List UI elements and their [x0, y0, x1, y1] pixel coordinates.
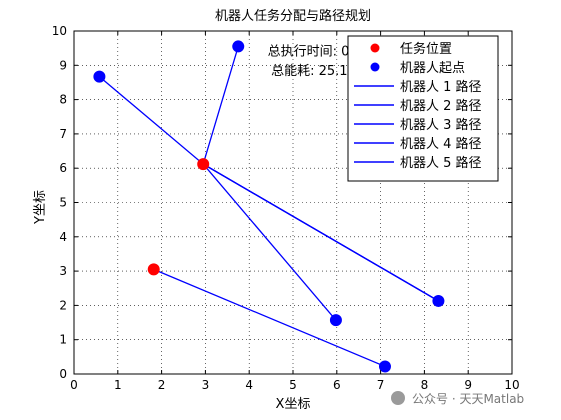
x-tick-label: 3: [202, 378, 210, 392]
task-point: [147, 263, 160, 276]
x-tick-label: 10: [504, 378, 519, 392]
y-tick-label: 6: [59, 161, 67, 175]
y-tick-label: 4: [59, 230, 67, 244]
x-tick-label: 0: [70, 378, 78, 392]
series-line-robot-4: [202, 163, 337, 321]
robot-start-point: [432, 294, 445, 307]
y-tick-label: 9: [59, 58, 67, 72]
chart-title: 机器人任务分配与路径规划: [215, 8, 371, 24]
legend-box: [347, 35, 499, 182]
y-tick-label: 0: [59, 367, 67, 381]
y-axis-label: Y坐标: [33, 190, 48, 225]
legend-marker: [370, 62, 380, 72]
y-tick-label: 10: [52, 24, 67, 38]
y-tick-label: 3: [59, 264, 67, 278]
y-tick-label: 7: [59, 127, 67, 141]
watermark-text: 公众号 · 天天Matlab: [412, 392, 524, 406]
x-tick-label: 5: [289, 378, 297, 392]
x-tick-label: 1: [114, 378, 122, 392]
x-tick-label: 7: [377, 378, 385, 392]
x-tick-label: 4: [245, 378, 253, 392]
legend-label: 机器人 2 路径: [400, 98, 482, 114]
legend-label: 机器人 1 路径: [400, 79, 482, 95]
legend-label: 机器人 4 路径: [400, 136, 482, 152]
wechat-icon: [391, 391, 405, 405]
legend-label: 机器人 5 路径: [400, 155, 482, 171]
series-line-robot-5: [153, 268, 386, 368]
legend-label: 机器人起点: [400, 61, 465, 76]
robot-start-point: [378, 360, 391, 373]
robot-start-point: [93, 70, 106, 83]
y-tick-label: 5: [59, 196, 67, 210]
robot-start-point: [232, 40, 245, 53]
y-tick-label: 1: [59, 333, 67, 347]
x-tick-label: 9: [464, 378, 472, 392]
legend-label: 任务位置: [400, 41, 452, 57]
axis-ticks: 0 1 2 3 4 5 6 7 8 9 10 0 1 2 3 4 5 6 7 8 9 10: [52, 24, 520, 392]
x-axis-label: X坐标: [276, 397, 311, 412]
points: [93, 40, 445, 373]
y-tick-label: 2: [59, 298, 67, 312]
series-line-robot-6: [202, 163, 439, 302]
legend-marker: [370, 43, 380, 53]
x-tick-label: 2: [158, 378, 166, 392]
x-tick-label: 6: [333, 378, 341, 392]
task-point: [197, 158, 210, 171]
robot-start-point: [329, 314, 342, 327]
x-tick-label: 8: [421, 378, 429, 392]
legend-label: 机器人 3 路径: [400, 117, 482, 133]
grid-lines: [74, 31, 512, 374]
watermark: 公众号 · 天天Matlab: [391, 391, 524, 406]
y-tick-label: 8: [59, 93, 67, 107]
